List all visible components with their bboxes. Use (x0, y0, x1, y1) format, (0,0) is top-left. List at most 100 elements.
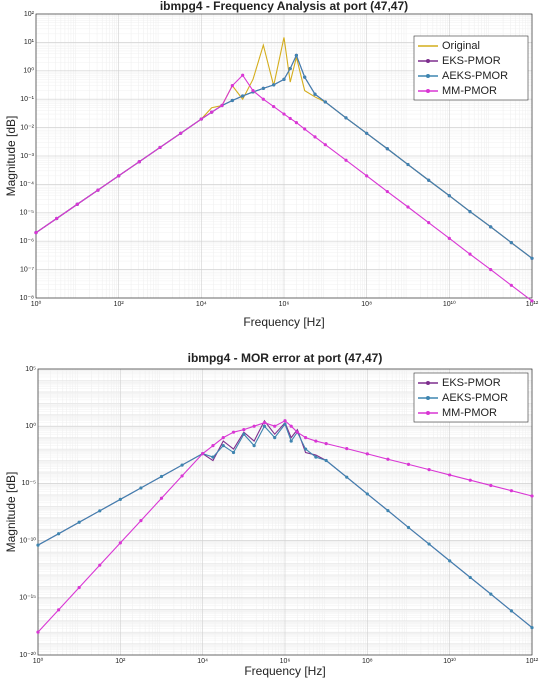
data-point (489, 268, 493, 272)
data-point (385, 189, 389, 194)
data-point (55, 216, 59, 221)
data-point (447, 194, 451, 198)
data-point (468, 478, 472, 482)
data-point (303, 75, 307, 79)
data-point (282, 77, 286, 81)
series-line (37, 423, 533, 628)
y-axis-label: Magnitude [dB] (4, 116, 18, 197)
y-tick-label: 10⁻⁷ (20, 266, 34, 273)
data-point (294, 53, 298, 57)
data-point (323, 143, 327, 147)
data-point (159, 474, 164, 479)
data-point (273, 436, 277, 440)
data-point (468, 575, 472, 580)
data-point (509, 283, 513, 287)
data-point (262, 421, 267, 425)
data-point (137, 160, 141, 164)
data-point (210, 110, 214, 114)
data-point (283, 422, 287, 426)
data-point (289, 424, 293, 428)
x-tick-label: 10⁰ (31, 300, 42, 308)
data-point (252, 424, 256, 428)
data-point (386, 457, 390, 461)
data-point (303, 436, 308, 440)
data-point (530, 299, 534, 303)
y-tick-label: 10⁻¹ (20, 96, 34, 103)
data-point (242, 432, 246, 436)
data-point (201, 452, 205, 456)
legend-label: AEKS-PMOR (442, 70, 508, 82)
data-point (509, 489, 514, 493)
data-point (272, 104, 276, 109)
data-point (324, 442, 328, 446)
data-point (272, 83, 276, 87)
x-axis-label: Frequency [Hz] (243, 315, 324, 329)
x-tick-label: 10¹⁰ (443, 657, 456, 665)
x-tick-label: 10² (115, 658, 126, 665)
chart-title: ibmpg4 - Frequency Analysis at port (47,… (160, 0, 408, 13)
data-point (448, 559, 452, 563)
chart-title: ibmpg4 - MOR error at port (47,47) (188, 351, 383, 365)
data-point (211, 455, 215, 459)
x-tick-label: 10⁶ (279, 301, 290, 308)
y-tick-label: 10² (24, 11, 35, 18)
data-point (96, 188, 100, 192)
data-point (118, 541, 122, 545)
data-point (220, 103, 224, 108)
data-point (117, 174, 121, 178)
data-point (231, 430, 236, 434)
data-point (251, 89, 255, 93)
x-tick-label: 10⁸ (361, 301, 372, 308)
legend-label: MM-PMOR (442, 85, 497, 97)
y-tick-label: 10⁻⁴ (20, 181, 35, 188)
data-point (288, 66, 292, 71)
data-point (314, 439, 318, 443)
data-point (139, 486, 143, 490)
data-point (252, 444, 256, 448)
data-point (179, 131, 183, 135)
data-point (406, 205, 410, 209)
data-point (468, 252, 472, 256)
data-point (324, 458, 328, 463)
data-point (344, 158, 348, 162)
y-tick-label: 10⁻² (20, 124, 34, 131)
data-point (56, 608, 61, 612)
data-point (77, 585, 81, 590)
data-point (221, 436, 225, 440)
data-point (294, 120, 298, 125)
data-point (406, 525, 411, 530)
x-tick-label: 10⁶ (280, 658, 291, 665)
data-point (530, 625, 534, 630)
y-tick-label: 10¹ (24, 39, 35, 46)
data-point (199, 117, 203, 121)
y-tick-label: 10⁻¹⁰ (19, 536, 36, 544)
x-tick-label: 10¹⁰ (443, 300, 456, 308)
x-axis-label: Frequency [Hz] (244, 664, 325, 678)
data-point (427, 468, 431, 472)
data-point (241, 94, 245, 98)
x-tick-label: 10⁰ (33, 657, 44, 665)
data-point (447, 236, 451, 240)
y-tick-label: 10⁻³ (20, 153, 34, 160)
legend-label: Original (442, 40, 480, 52)
data-point (365, 131, 369, 135)
data-point (221, 444, 225, 448)
data-point (530, 256, 534, 260)
legend-marker (426, 381, 430, 385)
data-point (406, 162, 410, 167)
data-point (289, 439, 293, 443)
y-tick-label: 10⁻⁵ (20, 210, 34, 217)
legend-marker (426, 411, 430, 415)
data-point (261, 97, 265, 101)
data-point (180, 474, 184, 478)
x-tick-label: 10⁸ (362, 658, 373, 665)
data-point (36, 630, 40, 634)
data-point (98, 509, 102, 513)
data-point (344, 116, 348, 120)
data-point (230, 84, 234, 88)
legend-label: EKS-PMOR (442, 377, 501, 389)
data-point (242, 428, 246, 432)
data-point (241, 73, 245, 77)
legend-marker (426, 396, 430, 400)
